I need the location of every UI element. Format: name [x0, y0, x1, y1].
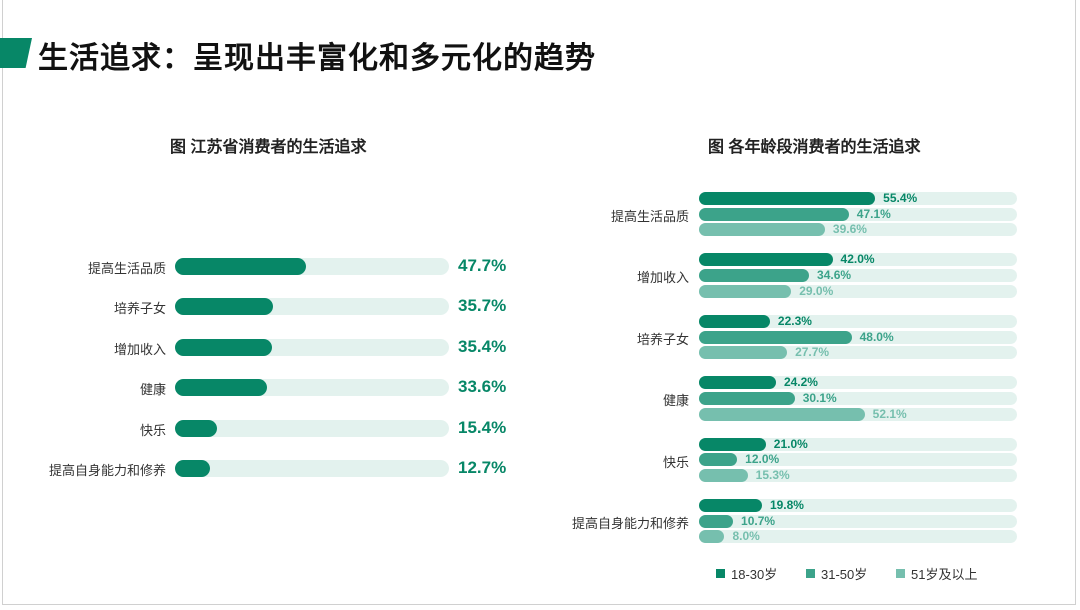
bar-track: [699, 499, 1017, 512]
category-label: 提高生活品质: [610, 209, 689, 224]
value-label: 15.4%: [458, 417, 507, 437]
bar: [175, 258, 306, 275]
bar: [699, 437, 766, 451]
bar: [175, 338, 272, 356]
bar: [699, 407, 865, 421]
value-label: 15.3%: [755, 468, 790, 482]
bar: [699, 469, 748, 482]
bar-track: [699, 314, 1017, 328]
legend-item: 31-50岁: [806, 564, 867, 583]
bar-track: [699, 437, 1017, 451]
category-label: 提高生活品质: [87, 261, 166, 276]
bar: [699, 530, 725, 544]
value-label: 19.8%: [769, 498, 804, 512]
category-label: 培养子女: [113, 301, 166, 317]
bar: [699, 453, 738, 467]
bar-track: [699, 514, 1017, 528]
legend-item: 18-30岁: [716, 564, 777, 583]
bar: [699, 376, 776, 390]
legend-label: 51岁及以上: [911, 567, 978, 582]
value-label: 12.7%: [458, 458, 507, 477]
legend-label: 31-50岁: [821, 567, 868, 582]
bar: [175, 298, 273, 316]
value-label: 42.0%: [840, 252, 875, 267]
category-label: 提高自身能力和修养: [571, 516, 689, 531]
value-label: 30.1%: [802, 390, 837, 405]
legend-swatch: [896, 569, 905, 578]
value-label: 33.6%: [458, 377, 507, 397]
bar-track: [699, 530, 1017, 544]
legend-swatch: [806, 569, 815, 578]
value-label: 47.7%: [458, 256, 507, 275]
bar: [699, 499, 762, 512]
legend-item: 51岁及以上: [896, 564, 977, 583]
bar: [699, 207, 849, 221]
bar: [699, 391, 795, 405]
bar: [175, 460, 210, 477]
bar-track: [699, 453, 1017, 467]
category-label: 健康: [662, 393, 689, 409]
category-label: 培养子女: [636, 331, 689, 347]
bar: [699, 253, 833, 267]
value-label: 27.7%: [795, 345, 830, 360]
value-label: 35.7%: [458, 296, 507, 316]
value-label: 39.6%: [832, 222, 867, 237]
bar: [699, 314, 770, 328]
value-label: 10.7%: [741, 513, 776, 528]
bar: [699, 269, 810, 283]
right-chart-title: 图 各年龄段消费者的生活追求: [708, 139, 921, 156]
bar: [175, 419, 218, 437]
value-label: 8.0%: [732, 529, 760, 544]
value-label: 22.3%: [777, 313, 812, 328]
value-label: 47.1%: [856, 206, 891, 221]
category-label: 增加收入: [636, 270, 689, 286]
bar: [699, 330, 852, 344]
bar: [699, 514, 734, 528]
bar-track: [175, 419, 449, 437]
category-label: 快乐: [662, 454, 689, 470]
title-accent: [0, 38, 32, 68]
legend-swatch: [716, 569, 725, 578]
category-label: 健康: [139, 382, 166, 398]
value-label: 29.0%: [799, 283, 834, 298]
value-label: 21.0%: [773, 436, 808, 451]
value-label: 52.1%: [872, 406, 907, 421]
bar: [699, 223, 825, 237]
left-chart-title: 图 江苏省消费者的生活追求: [170, 139, 367, 156]
bar: [699, 192, 876, 205]
category-label: 快乐: [139, 422, 166, 438]
category-label: 提高自身能力和修养: [48, 463, 166, 478]
bar: [175, 379, 268, 397]
bar-track: [699, 469, 1017, 482]
value-label: 35.4%: [458, 336, 507, 356]
bar: [699, 284, 792, 298]
value-label: 34.6%: [817, 268, 852, 283]
value-label: 48.0%: [859, 329, 894, 344]
value-label: 12.0%: [745, 452, 780, 467]
value-label: 55.4%: [883, 191, 918, 205]
bar: [699, 346, 788, 360]
value-label: 24.2%: [783, 375, 818, 390]
bar-track: [175, 460, 449, 477]
category-label: 增加收入: [113, 341, 166, 357]
bar-track: [699, 376, 1017, 390]
page-title: 生活追求：呈现出丰富化和多元化的趋势: [38, 42, 596, 75]
legend-label: 18-30岁: [731, 567, 778, 582]
